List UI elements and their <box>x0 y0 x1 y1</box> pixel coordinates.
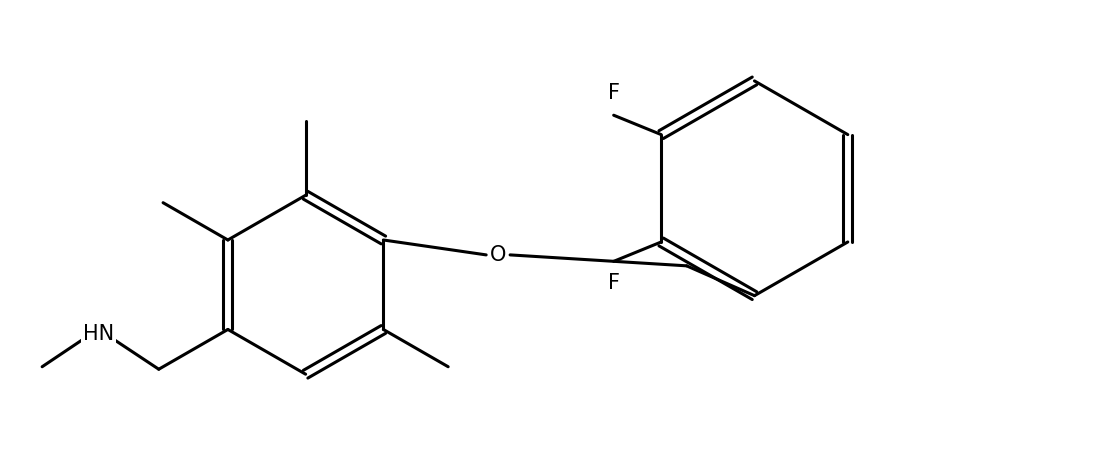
Text: F: F <box>607 273 619 293</box>
Text: O: O <box>490 245 506 265</box>
Text: HN: HN <box>83 324 114 344</box>
Text: F: F <box>607 83 619 104</box>
